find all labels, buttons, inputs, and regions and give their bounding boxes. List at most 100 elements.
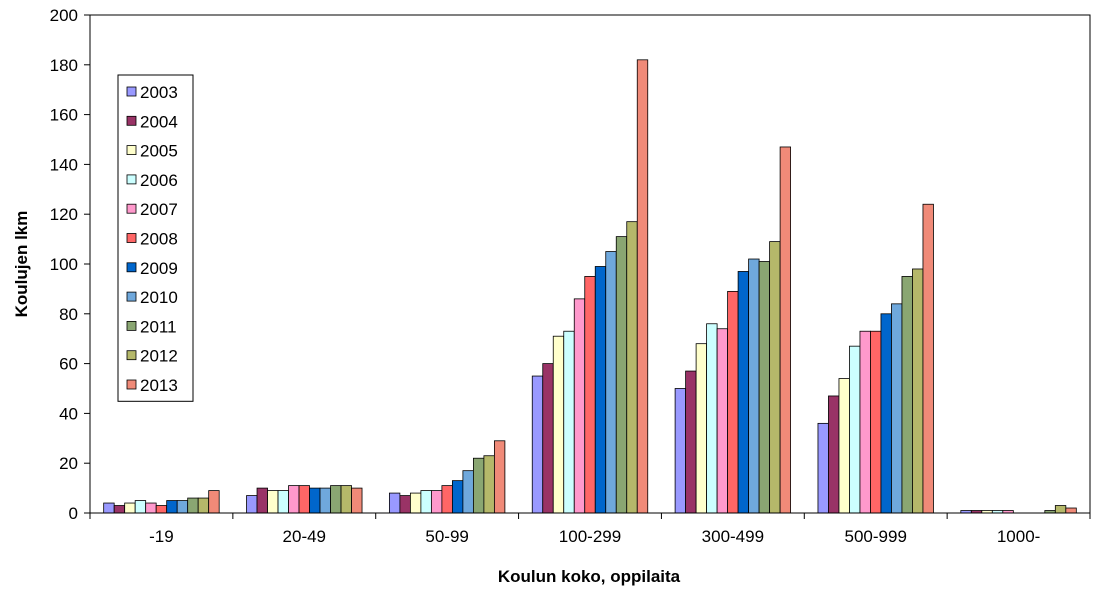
legend-label: 2013 xyxy=(140,376,178,395)
bar-2005-500-999 xyxy=(838,378,850,514)
x-tick-label: 100-299 xyxy=(559,527,621,546)
legend-swatch xyxy=(126,350,137,361)
bar-2006-50-99 xyxy=(420,490,432,514)
bar-2010-20-49 xyxy=(319,487,331,514)
y-tick-label: 0 xyxy=(69,504,78,523)
bar-2013-50-99 xyxy=(493,440,506,514)
y-axis-ticks: 0 20 40 60 80 100 120 140 160 180 200 xyxy=(50,6,90,523)
bar-2006-300-499 xyxy=(706,323,718,514)
legend-swatch xyxy=(126,203,137,214)
x-tick-label: 500-999 xyxy=(845,527,907,546)
y-tick-label: 40 xyxy=(59,404,78,423)
bar-2005-300-499 xyxy=(695,343,708,514)
legend-swatch xyxy=(126,262,137,273)
bar-2009-100-299 xyxy=(594,266,607,514)
y-tick-label: 100 xyxy=(50,255,78,274)
bar-2012-50-99 xyxy=(483,455,495,514)
bar-2006-100-299 xyxy=(563,330,575,514)
x-tick-label: 50-99 xyxy=(425,527,468,546)
bar-2005-50-99 xyxy=(409,492,422,514)
bar-2009-50-99 xyxy=(451,480,464,514)
legend-swatch xyxy=(126,233,137,243)
legend-swatch xyxy=(126,145,137,156)
y-tick-label: 180 xyxy=(50,56,78,75)
y-tick-label: 120 xyxy=(50,205,78,224)
x-axis-ticks: -19 20-49 50-99 100-299 300-499 500-999 1000- xyxy=(89,513,1091,546)
bar-2008-100-299 xyxy=(584,276,596,514)
bar-2006--19 xyxy=(134,500,147,514)
y-tick-label: 140 xyxy=(50,155,78,174)
legend-label: 2007 xyxy=(140,200,178,219)
bar-2010-100-299 xyxy=(605,251,617,514)
bar-2012--19 xyxy=(197,497,210,514)
bar-2008-300-499 xyxy=(727,290,739,514)
x-tick-label: 1000- xyxy=(997,527,1040,546)
x-tick-label: 20-49 xyxy=(283,527,326,546)
plot-area-frame xyxy=(89,14,1091,514)
legend-label: 2008 xyxy=(140,230,178,249)
bar-2003-500-999 xyxy=(817,422,829,514)
legend-label: 2004 xyxy=(140,112,178,131)
bar-2009-500-999 xyxy=(880,313,892,514)
bar-2005-100-299 xyxy=(552,335,565,514)
y-tick-label: 80 xyxy=(59,305,78,324)
bar-2006-500-999 xyxy=(849,345,861,514)
bar-2009--19 xyxy=(166,500,178,514)
bar-2007-50-99 xyxy=(430,490,443,514)
bar-2007-500-999 xyxy=(859,330,871,514)
x-tick-label: 300-499 xyxy=(702,527,764,546)
bar-2011--19 xyxy=(187,497,199,514)
bar-2008-20-49 xyxy=(298,485,310,514)
bar-2013-1000- xyxy=(1065,507,1077,514)
bar-2004-50-99 xyxy=(399,495,411,514)
bar-2003-50-99 xyxy=(388,492,401,514)
bar-2012-1000- xyxy=(1054,505,1067,514)
legend-swatch xyxy=(126,320,137,331)
bar-2011-50-99 xyxy=(472,457,485,514)
y-tick-label: 160 xyxy=(50,106,78,125)
bar-2005--19 xyxy=(124,502,136,514)
x-axis-title: Koulun koko, oppilaita xyxy=(498,567,681,586)
bar-2013-100-299 xyxy=(636,59,649,514)
bar-2013--19 xyxy=(208,490,220,514)
bar-2010-300-499 xyxy=(748,258,760,514)
bar-2011-300-499 xyxy=(758,261,771,514)
bar-2005-20-49 xyxy=(267,490,279,514)
bar-2003-20-49 xyxy=(246,495,258,514)
bar-2004-300-499 xyxy=(685,370,697,514)
legend-swatch xyxy=(126,115,137,126)
legend-label: 2012 xyxy=(140,347,178,366)
y-tick-label: 60 xyxy=(59,355,78,374)
bar-2013-300-499 xyxy=(779,146,792,514)
bar-2003-100-299 xyxy=(531,375,544,514)
legend-label: 2005 xyxy=(140,142,178,161)
y-axis-title: Koulujen lkm xyxy=(12,211,31,318)
legend-swatch xyxy=(126,86,137,97)
legend-label: 2006 xyxy=(140,171,178,190)
bar-2004-100-299 xyxy=(542,363,554,514)
bar-2013-20-49 xyxy=(351,487,363,514)
bar-2008--19 xyxy=(155,505,168,514)
bar-2008-50-99 xyxy=(441,485,453,514)
bar-2012-100-299 xyxy=(626,221,638,514)
x-tick-label: -19 xyxy=(149,527,174,546)
bar-2010-500-999 xyxy=(891,303,903,514)
bar-2011-100-299 xyxy=(615,236,628,514)
y-tick-label: 20 xyxy=(59,454,78,473)
legend-label: 2011 xyxy=(140,317,177,336)
bar-2007--19 xyxy=(145,502,157,514)
bar-2012-500-999 xyxy=(912,268,924,514)
bar-2009-300-499 xyxy=(737,271,750,514)
bar-2007-20-49 xyxy=(288,485,300,514)
bar-2008-500-999 xyxy=(870,330,882,514)
bar-2011-20-49 xyxy=(330,485,342,514)
bar-2011-500-999 xyxy=(901,276,913,514)
legend-label: 2003 xyxy=(140,83,178,102)
bar-2009-20-49 xyxy=(309,487,321,514)
bar-2004-500-999 xyxy=(828,395,840,514)
bar-2010-50-99 xyxy=(462,470,474,514)
bar-2012-300-499 xyxy=(769,241,781,514)
bars xyxy=(103,59,1077,514)
bar-2006-20-49 xyxy=(277,490,289,514)
legend-label: 2009 xyxy=(140,259,178,278)
